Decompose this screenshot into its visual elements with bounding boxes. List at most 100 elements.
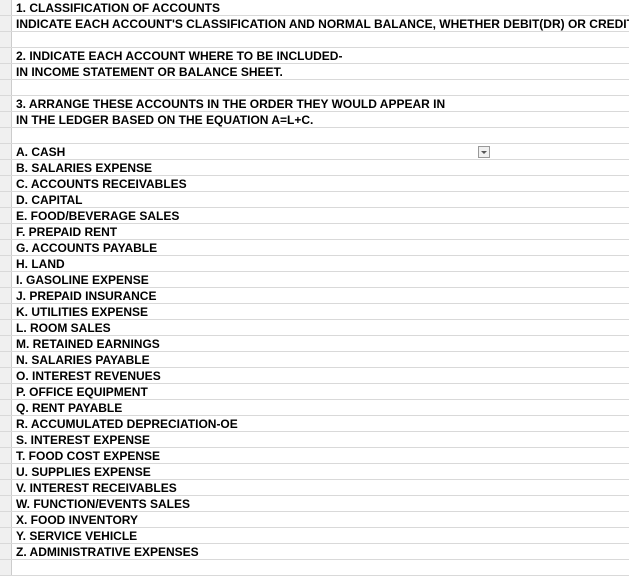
- cell-text: Y. SERVICE VEHICLE: [12, 528, 629, 544]
- cell-text: M. RETAINED EARNINGS: [12, 336, 629, 352]
- row-gutter: [0, 256, 12, 271]
- cell-text: J. PREPAID INSURANCE: [12, 288, 629, 304]
- row-gutter: [0, 528, 12, 543]
- row-gutter: [0, 224, 12, 239]
- sheet-row: [0, 80, 629, 96]
- cell-text: I. GASOLINE EXPENSE: [12, 272, 629, 288]
- sheet-row: U. SUPPLIES EXPENSE: [0, 464, 629, 480]
- sheet-row: IN INCOME STATEMENT OR BALANCE SHEET.: [0, 64, 629, 80]
- row-gutter: [0, 368, 12, 383]
- cell-text: INDICATE EACH ACCOUNT'S CLASSIFICATION A…: [12, 16, 629, 32]
- cell-text: C. ACCOUNTS RECEIVABLES: [12, 176, 629, 192]
- sheet-row: Z. ADMINISTRATIVE EXPENSES: [0, 544, 629, 560]
- row-gutter: [0, 48, 12, 63]
- cell-text: 1. CLASSIFICATION OF ACCOUNTS: [12, 0, 629, 16]
- cell-text: Z. ADMINISTRATIVE EXPENSES: [12, 544, 629, 560]
- sheet-row: M. RETAINED EARNINGS: [0, 336, 629, 352]
- sheet-row: H. LAND: [0, 256, 629, 272]
- cell-text: U. SUPPLIES EXPENSE: [12, 464, 629, 480]
- cell-text: G. ACCOUNTS PAYABLE: [12, 240, 629, 256]
- sheet-row: T. FOOD COST EXPENSE: [0, 448, 629, 464]
- row-gutter: [0, 352, 12, 367]
- row-gutter: [0, 480, 12, 495]
- row-gutter: [0, 128, 12, 143]
- sheet-row: L. ROOM SALES: [0, 320, 629, 336]
- row-gutter: [0, 288, 12, 303]
- sheet-row: 3. ARRANGE THESE ACCOUNTS IN THE ORDER T…: [0, 96, 629, 112]
- row-gutter: [0, 304, 12, 319]
- sheet-row: F. PREPAID RENT: [0, 224, 629, 240]
- sheet-row: K. UTILITIES EXPENSE: [0, 304, 629, 320]
- cell-text: E. FOOD/BEVERAGE SALES: [12, 208, 629, 224]
- row-gutter: [0, 176, 12, 191]
- cell-text: P. OFFICE EQUIPMENT: [12, 384, 629, 400]
- spreadsheet-sheet: 1. CLASSIFICATION OF ACCOUNTSINDICATE EA…: [0, 0, 629, 576]
- sheet-row: P. OFFICE EQUIPMENT: [0, 384, 629, 400]
- cell-text: K. UTILITIES EXPENSE: [12, 304, 629, 320]
- sheet-row: Y. SERVICE VEHICLE: [0, 528, 629, 544]
- sheet-row: B. SALARIES EXPENSE: [0, 160, 629, 176]
- row-gutter: [0, 240, 12, 255]
- sheet-row: A. CASH: [0, 144, 629, 160]
- row-gutter: [0, 112, 12, 127]
- cell-text: F. PREPAID RENT: [12, 224, 629, 240]
- sheet-row: E. FOOD/BEVERAGE SALES: [0, 208, 629, 224]
- sheet-row: 2. INDICATE EACH ACCOUNT WHERE TO BE INC…: [0, 48, 629, 64]
- row-gutter: [0, 160, 12, 175]
- row-gutter: [0, 416, 12, 431]
- row-gutter: [0, 192, 12, 207]
- sheet-row: X. FOOD INVENTORY: [0, 512, 629, 528]
- row-gutter: [0, 96, 12, 111]
- sheet-row: INDICATE EACH ACCOUNT'S CLASSIFICATION A…: [0, 16, 629, 32]
- row-gutter: [0, 144, 12, 159]
- cell-text: Q. RENT PAYABLE: [12, 400, 629, 416]
- cell-text: W. FUNCTION/EVENTS SALES: [12, 496, 629, 512]
- sheet-row: V. INTEREST RECEIVABLES: [0, 480, 629, 496]
- row-gutter: [0, 64, 12, 79]
- row-gutter: [0, 400, 12, 415]
- sheet-row: C. ACCOUNTS RECEIVABLES: [0, 176, 629, 192]
- cell-text: 3. ARRANGE THESE ACCOUNTS IN THE ORDER T…: [12, 96, 629, 112]
- row-gutter: [0, 464, 12, 479]
- row-gutter: [0, 544, 12, 559]
- cell-text: D. CAPITAL: [12, 192, 629, 208]
- cell-text: V. INTEREST RECEIVABLES: [12, 480, 629, 496]
- sheet-row: [0, 560, 629, 576]
- row-gutter: [0, 448, 12, 463]
- sheet-row: [0, 32, 629, 48]
- cell-text: IN INCOME STATEMENT OR BALANCE SHEET.: [12, 64, 629, 80]
- sheet-row: R. ACCUMULATED DEPRECIATION-OE: [0, 416, 629, 432]
- cell-text: N. SALARIES PAYABLE: [12, 352, 629, 368]
- row-gutter: [0, 512, 12, 527]
- cell-text: S. INTEREST EXPENSE: [12, 432, 629, 448]
- cell-text: A. CASH: [12, 144, 629, 160]
- cell-text: B. SALARIES EXPENSE: [12, 160, 629, 176]
- sheet-row: S. INTEREST EXPENSE: [0, 432, 629, 448]
- row-gutter: [0, 336, 12, 351]
- row-gutter: [0, 432, 12, 447]
- sheet-row: IN THE LEDGER BASED ON THE EQUATION A=L+…: [0, 112, 629, 128]
- sheet-row: O. INTEREST REVENUES: [0, 368, 629, 384]
- row-gutter: [0, 0, 12, 15]
- dropdown-arrow-icon[interactable]: [478, 146, 490, 158]
- cell-text: T. FOOD COST EXPENSE: [12, 448, 629, 464]
- sheet-row: N. SALARIES PAYABLE: [0, 352, 629, 368]
- row-gutter: [0, 320, 12, 335]
- row-gutter: [0, 80, 12, 95]
- sheet-row: D. CAPITAL: [0, 192, 629, 208]
- cell-text: 2. INDICATE EACH ACCOUNT WHERE TO BE INC…: [12, 48, 629, 64]
- cell-text: H. LAND: [12, 256, 629, 272]
- cell-text: IN THE LEDGER BASED ON THE EQUATION A=L+…: [12, 112, 629, 128]
- sheet-row: W. FUNCTION/EVENTS SALES: [0, 496, 629, 512]
- sheet-row: I. GASOLINE EXPENSE: [0, 272, 629, 288]
- cell-text: L. ROOM SALES: [12, 320, 629, 336]
- row-gutter: [0, 384, 12, 399]
- row-gutter: [0, 32, 12, 47]
- sheet-row: J. PREPAID INSURANCE: [0, 288, 629, 304]
- row-gutter: [0, 560, 12, 575]
- row-gutter: [0, 496, 12, 511]
- row-gutter: [0, 16, 12, 31]
- cell-text: O. INTEREST REVENUES: [12, 368, 629, 384]
- sheet-row: G. ACCOUNTS PAYABLE: [0, 240, 629, 256]
- row-gutter: [0, 272, 12, 287]
